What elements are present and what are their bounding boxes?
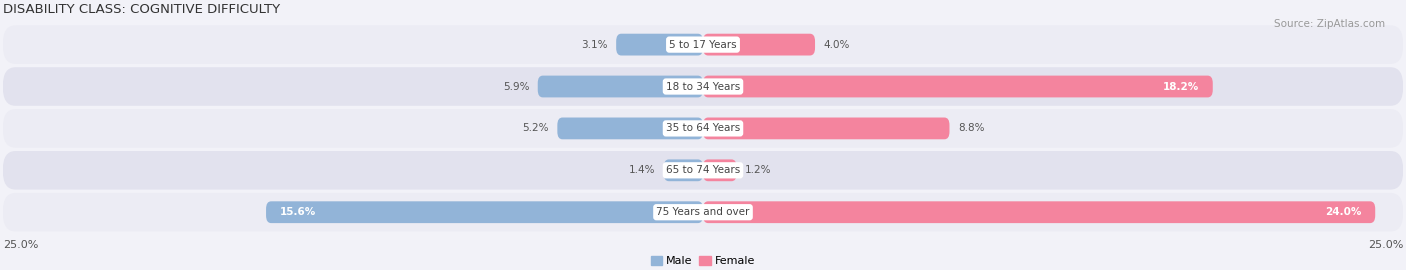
Text: 5.2%: 5.2% <box>523 123 548 133</box>
Text: 75 Years and over: 75 Years and over <box>657 207 749 217</box>
Text: 25.0%: 25.0% <box>3 240 38 250</box>
Text: 1.2%: 1.2% <box>745 165 772 175</box>
Text: 15.6%: 15.6% <box>280 207 316 217</box>
FancyBboxPatch shape <box>3 67 1403 106</box>
FancyBboxPatch shape <box>537 76 703 97</box>
FancyBboxPatch shape <box>703 34 815 56</box>
Text: 18.2%: 18.2% <box>1163 82 1199 92</box>
FancyBboxPatch shape <box>703 201 1375 223</box>
Text: 3.1%: 3.1% <box>581 40 607 50</box>
Text: 8.8%: 8.8% <box>957 123 984 133</box>
FancyBboxPatch shape <box>703 76 1213 97</box>
FancyBboxPatch shape <box>557 117 703 139</box>
FancyBboxPatch shape <box>3 109 1403 148</box>
FancyBboxPatch shape <box>266 201 703 223</box>
Text: DISABILITY CLASS: COGNITIVE DIFFICULTY: DISABILITY CLASS: COGNITIVE DIFFICULTY <box>3 3 280 16</box>
FancyBboxPatch shape <box>664 159 703 181</box>
Text: 1.4%: 1.4% <box>628 165 655 175</box>
FancyBboxPatch shape <box>3 193 1403 231</box>
FancyBboxPatch shape <box>3 25 1403 64</box>
Text: 4.0%: 4.0% <box>824 40 849 50</box>
FancyBboxPatch shape <box>703 159 737 181</box>
Text: 25.0%: 25.0% <box>1368 240 1403 250</box>
Legend: Male, Female: Male, Female <box>647 251 759 270</box>
Text: 5.9%: 5.9% <box>503 82 529 92</box>
Text: 5 to 17 Years: 5 to 17 Years <box>669 40 737 50</box>
Text: 35 to 64 Years: 35 to 64 Years <box>666 123 740 133</box>
Text: 65 to 74 Years: 65 to 74 Years <box>666 165 740 175</box>
FancyBboxPatch shape <box>616 34 703 56</box>
Text: Source: ZipAtlas.com: Source: ZipAtlas.com <box>1274 19 1385 29</box>
FancyBboxPatch shape <box>703 117 949 139</box>
Text: 24.0%: 24.0% <box>1324 207 1361 217</box>
Text: 18 to 34 Years: 18 to 34 Years <box>666 82 740 92</box>
FancyBboxPatch shape <box>3 151 1403 190</box>
